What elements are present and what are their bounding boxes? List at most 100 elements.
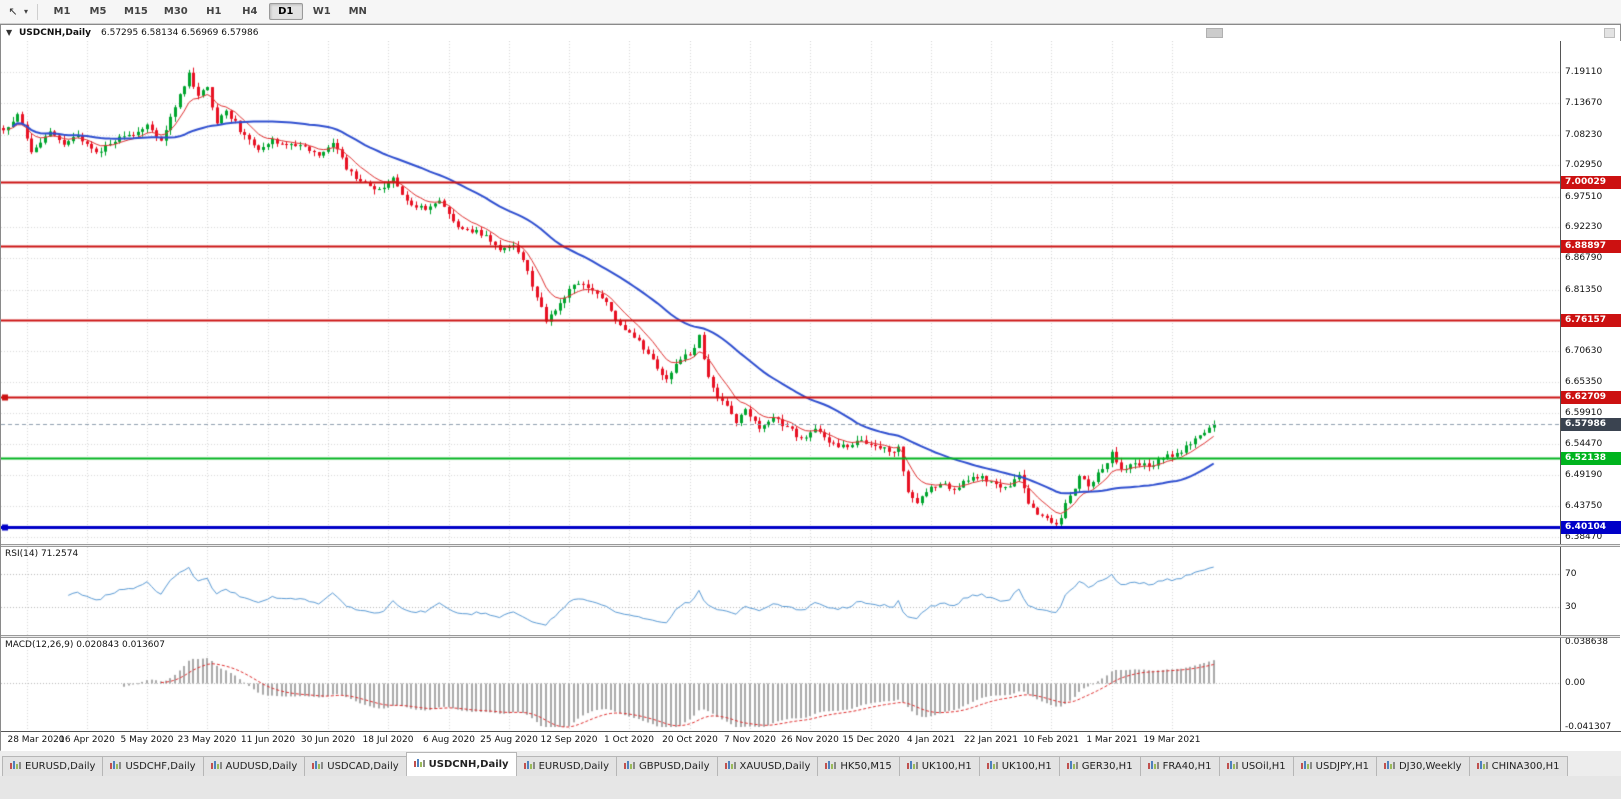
- chart-tab-icon: [724, 760, 737, 773]
- chart-tab-label: EURUSD,Daily: [538, 761, 609, 772]
- chart-tab-icon: [825, 760, 837, 773]
- chart-tab-eurusd-daily[interactable]: EURUSD,Daily: [2, 756, 104, 776]
- chart-tab-icon: [1383, 760, 1396, 773]
- chart-tab-icon: [210, 760, 223, 773]
- chart-tab-label: USDJPY,H1: [1315, 761, 1369, 772]
- chart-tab-uk100-h1[interactable]: UK100,H1: [898, 756, 980, 776]
- date-label: 5 May 2020: [120, 735, 174, 745]
- chart-tab-label: USDCNH,Daily: [428, 759, 509, 770]
- chart-window: ▼ USDCNH,Daily 6.57295 6.58134 6.56969 6…: [0, 24, 1621, 751]
- date-label: 20 Oct 2020: [662, 735, 718, 745]
- date-label: 23 May 2020: [177, 735, 237, 745]
- price-axis-label: 7.08230: [1565, 130, 1603, 140]
- date-label: 18 Jul 2020: [362, 735, 414, 745]
- date-label: 10 Feb 2021: [1022, 735, 1079, 745]
- chart-tab-label: FRA40,H1: [1162, 761, 1212, 772]
- current-price-badge: 6.57986: [1561, 418, 1621, 431]
- chart-tab-audusd-daily[interactable]: AUDUSD,Daily: [202, 756, 306, 776]
- chart-tab-uk100-h1[interactable]: UK100,H1: [978, 756, 1060, 776]
- price-axis-label: 6.59910: [1565, 408, 1603, 418]
- level-badge: 6.62709: [1561, 391, 1621, 404]
- chart-tab-label: EURUSD,Daily: [25, 761, 96, 772]
- chart-tab-usoil-h1[interactable]: USOil,H1: [1218, 756, 1294, 776]
- chart-tab-usdcnh-daily[interactable]: USDCNH,Daily: [405, 752, 517, 776]
- chart-tab-fra40-h1[interactable]: FRA40,H1: [1139, 756, 1220, 776]
- chart-tab-china300-h1[interactable]: CHINA300,H1: [1468, 756, 1568, 776]
- scrollbar-thumb[interactable]: [1206, 28, 1223, 38]
- macd-splitter[interactable]: [1, 635, 1620, 638]
- chart-tab-gbpusd-daily[interactable]: GBPUSD,Daily: [616, 756, 718, 776]
- chart-tab-usdchf-daily[interactable]: USDCHF,Daily: [102, 756, 204, 776]
- chart-tab-icon: [413, 758, 426, 771]
- level-badge: 7.00029: [1561, 176, 1621, 189]
- chart-tab-usdjpy-h1[interactable]: USDJPY,H1: [1292, 756, 1377, 776]
- chart-tab-dj30-weekly[interactable]: DJ30,Weekly: [1375, 756, 1470, 776]
- date-label: 12 Sep 2020: [540, 735, 598, 745]
- macd-axis-label: -0.041307: [1565, 722, 1612, 732]
- cursor-icon[interactable]: ↖: [8, 5, 18, 18]
- date-label: 7 Nov 2020: [724, 735, 776, 745]
- price-axis-label: 6.97510: [1565, 192, 1603, 202]
- date-label: 28 Mar 2020: [7, 735, 65, 745]
- timeframe-button-m30[interactable]: M30: [163, 6, 188, 17]
- date-label: 26 Nov 2020: [781, 735, 839, 745]
- rsi-label: RSI(14) 71.2574: [5, 549, 79, 559]
- date-label: 1 Mar 2021: [1086, 735, 1138, 745]
- cursor-dropdown-icon[interactable]: ▾: [23, 7, 28, 16]
- chart-tab-label: GER30,H1: [1081, 761, 1133, 772]
- chart-tab-label: UK100,H1: [1001, 761, 1052, 772]
- scrollbar-end-box[interactable]: [1604, 28, 1615, 38]
- chart-tab-icon: [624, 760, 636, 773]
- rsi-panel-canvas[interactable]: [1, 547, 1560, 635]
- price-axis-label: 6.38470: [1565, 532, 1603, 542]
- price-axis-label: 6.81350: [1565, 285, 1603, 295]
- timeframe-button-mn[interactable]: MN: [348, 6, 367, 17]
- price-axis-label: 6.86790: [1565, 253, 1603, 263]
- chart-tabbar: EURUSD,Daily USDCHF,Daily AUDUSD,Daily USDC…: [0, 750, 1621, 776]
- chart-tab-xauusd-daily[interactable]: XAUUSD,Daily: [716, 756, 819, 776]
- timeframe-button-m1[interactable]: M1: [53, 6, 71, 17]
- timeframe-button-m5[interactable]: M5: [89, 6, 107, 17]
- statusbar-area: [0, 776, 1621, 799]
- level-badge: 6.88897: [1561, 240, 1621, 253]
- chart-tab-icon: [1147, 760, 1160, 773]
- timeframe-button-d1[interactable]: D1: [268, 3, 303, 20]
- date-label: 25 Aug 2020: [480, 735, 538, 745]
- chart-tab-ger30-h1[interactable]: GER30,H1: [1058, 756, 1141, 776]
- timeframe-button-h4[interactable]: H4: [242, 6, 258, 17]
- chart-tab-icon: [906, 760, 919, 773]
- chart-tab-icon: [312, 760, 324, 773]
- chart-tab-label: DJ30,Weekly: [1398, 761, 1462, 772]
- date-label: 16 Apr 2020: [59, 735, 115, 745]
- chart-tab-label: AUDUSD,Daily: [225, 761, 298, 772]
- price-axis-label: 6.65350: [1565, 377, 1603, 387]
- date-axis[interactable]: [1, 731, 1621, 751]
- chart-tab-eurusd-daily[interactable]: EURUSD,Daily: [515, 756, 617, 776]
- chart-tab-usdcad-daily[interactable]: USDCAD,Daily: [304, 756, 407, 776]
- date-label: 4 Jan 2021: [906, 735, 956, 745]
- rsi-axis-label: 70: [1565, 569, 1577, 579]
- macd-label: MACD(12,26,9) 0.020843 0.013607: [5, 640, 165, 650]
- timeframe-button-w1[interactable]: W1: [312, 6, 331, 17]
- timeframe-button-h1[interactable]: H1: [206, 6, 222, 17]
- toolbar: ↖ ▾ M1 M5 M15 M30 H1 H4 D1 W1 MN: [0, 0, 1621, 24]
- chart-tab-icon: [1066, 760, 1079, 773]
- macd-panel-canvas[interactable]: [1, 638, 1560, 731]
- chart-title-strip: ▼ USDCNH,Daily 6.57295 6.58134 6.56969 6…: [1, 25, 1620, 41]
- chart-tab-icon: [1476, 760, 1489, 773]
- toolbar-separator: [37, 3, 38, 20]
- price-axis-label: 6.43750: [1565, 501, 1603, 511]
- chart-tab-label: GBPUSD,Daily: [639, 761, 710, 772]
- collapse-icon[interactable]: ▼: [6, 28, 13, 37]
- price-axis-label: 7.19110: [1565, 67, 1603, 77]
- date-label: 15 Dec 2020: [842, 735, 900, 745]
- timeframe-buttons: M1 M5 M15 M30 H1 H4 D1 W1 MN: [44, 3, 376, 20]
- chart-tab-label: UK100,H1: [921, 761, 972, 772]
- rsi-splitter[interactable]: [1, 544, 1620, 547]
- timeframe-button-m15[interactable]: M15: [124, 6, 148, 17]
- chart-tab-hk50-m15[interactable]: HK50,M15: [817, 756, 900, 776]
- chart-tab-icon: [1226, 760, 1239, 773]
- chart-tab-label: USDCAD,Daily: [327, 761, 399, 772]
- main-chart-canvas[interactable]: [1, 41, 1560, 544]
- level-badge: 6.40104: [1561, 521, 1621, 534]
